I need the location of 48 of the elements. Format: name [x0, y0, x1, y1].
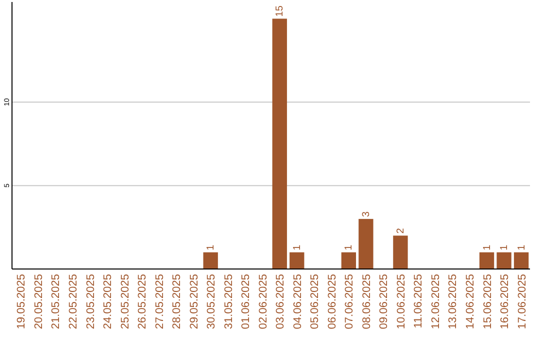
x-tick-label: 05.06.2025 [309, 274, 322, 330]
bar [393, 236, 408, 269]
x-tick-label: 09.06.2025 [378, 274, 390, 330]
x-tick-label: 11.06.2025 [412, 274, 425, 328]
bar [496, 252, 512, 269]
data-label: 2 [395, 228, 406, 234]
bar [341, 252, 356, 269]
x-tick-label: 20.05.2025 [32, 274, 45, 330]
x-tick-label: 15.06.2025 [482, 274, 494, 330]
x-tick-label: 08.06.2025 [360, 274, 373, 330]
x-tick-label: 19.05.2025 [16, 274, 28, 330]
x-tick-label: 02.06.2025 [257, 274, 270, 330]
x-tick-label: 14.06.2025 [464, 274, 476, 330]
data-label: 1 [516, 244, 528, 250]
x-tick-label: 23.05.2025 [84, 274, 97, 330]
data-label: 15 [274, 5, 286, 17]
x-tick-label: 06.06.2025 [326, 274, 338, 330]
data-label: 3 [360, 210, 372, 217]
x-tick-label: 24.05.2025 [102, 274, 114, 330]
data-label: 1 [482, 244, 493, 250]
data-label: 1 [499, 244, 510, 250]
x-tick-label: 07.06.2025 [344, 274, 356, 330]
bar [514, 252, 529, 269]
x-tick-label: 17.06.2025 [516, 274, 528, 330]
bar [272, 18, 287, 269]
bar [358, 218, 374, 269]
x-tick-label: 25.05.2025 [119, 274, 132, 330]
x-tick-label: 10.06.2025 [395, 274, 408, 330]
x-tick-label: 16.06.2025 [499, 274, 512, 330]
x-tick-label: 28.05.2025 [171, 274, 184, 330]
x-tick-label: 30.05.2025 [206, 274, 218, 330]
x-tick-label: 26.05.2025 [136, 274, 149, 330]
x-tick-label: 03.06.2025 [274, 274, 287, 330]
x-tick-label: 04.06.2025 [292, 274, 304, 330]
x-tick-label: 12.06.2025 [430, 274, 442, 330]
x-tick-label: 01.06.2025 [240, 274, 252, 330]
bar [479, 252, 494, 269]
data-label: 1 [344, 244, 355, 250]
x-tick-label: 27.05.2025 [154, 274, 166, 330]
x-tick-label: 21.05.2025 [50, 274, 62, 330]
x-tick-label: 22.05.2025 [68, 274, 80, 330]
data-label: 1 [292, 244, 303, 250]
x-tick-label: 31.05.2025 [222, 274, 235, 330]
bar [290, 252, 304, 269]
x-tick-label: 13.06.2025 [447, 274, 460, 330]
bar [203, 252, 218, 269]
data-label: 1 [206, 244, 217, 250]
x-tick-label: 29.05.2025 [188, 274, 200, 330]
